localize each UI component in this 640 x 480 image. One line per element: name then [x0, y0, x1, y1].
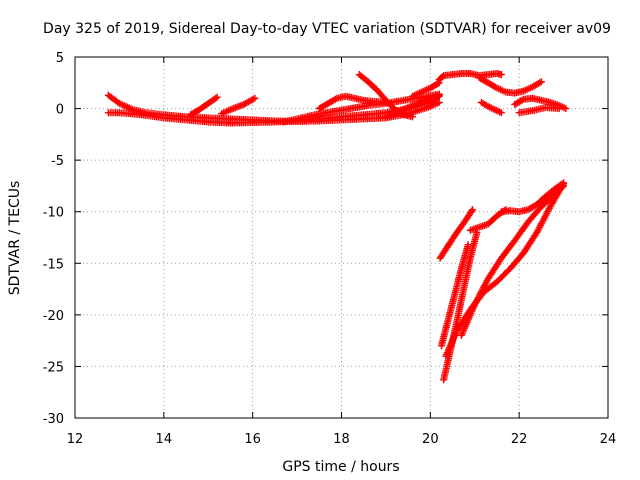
- data-series: [437, 241, 472, 350]
- y-tick-label: -10: [43, 206, 64, 221]
- y-tick-label: -5: [51, 154, 64, 169]
- data-point: [469, 206, 477, 214]
- data-point: [536, 79, 544, 87]
- data-points: [104, 70, 570, 384]
- data-point: [562, 105, 570, 113]
- data-point: [434, 80, 442, 88]
- data-series: [475, 74, 545, 97]
- x-tick-label: 24: [600, 432, 617, 447]
- data-point: [497, 109, 505, 117]
- data-series: [477, 98, 505, 117]
- y-tick-label: 0: [56, 103, 64, 118]
- y-tick-label: 5: [56, 51, 64, 66]
- x-tick-label: 20: [422, 432, 439, 447]
- x-tick-label: 12: [67, 432, 84, 447]
- data-point: [468, 207, 476, 215]
- data-point: [560, 182, 568, 190]
- x-tick-label: 22: [511, 432, 528, 447]
- data-series: [457, 182, 568, 339]
- data-point: [212, 94, 220, 102]
- y-axis-label: SDTVAR / TECUs: [7, 181, 23, 296]
- data-point: [518, 96, 526, 104]
- data-point: [555, 105, 563, 113]
- data-point: [558, 183, 566, 191]
- chart-title: Day 325 of 2019, Sidereal Day-to-day VTE…: [43, 21, 611, 37]
- data-series: [218, 94, 259, 118]
- data-point: [435, 91, 443, 99]
- data-series: [186, 93, 221, 119]
- data-point: [213, 93, 221, 101]
- x-tick-label: 16: [244, 432, 261, 447]
- data-series: [435, 70, 505, 84]
- x-tick-label: 18: [333, 432, 350, 447]
- y-tick-label: -25: [43, 360, 64, 375]
- data-point: [497, 71, 505, 79]
- y-tick-label: -30: [43, 412, 64, 427]
- data-series: [515, 104, 563, 117]
- data-point: [409, 113, 417, 121]
- data-point: [332, 95, 340, 103]
- data-point: [251, 94, 259, 102]
- x-tick-label: 14: [156, 432, 173, 447]
- tick-labels: 12 14 16 18 20 22 24 5 0 -5 -10 -15 -20 -25 -30: [43, 51, 617, 447]
- y-tick-label: -15: [43, 257, 64, 272]
- data-series: [436, 206, 477, 262]
- plot-frame: [74, 56, 609, 419]
- data-series: [382, 91, 443, 121]
- x-axis-label: GPS time / hours: [282, 459, 399, 475]
- data-point: [435, 98, 443, 106]
- data-point: [249, 95, 257, 103]
- data-point: [537, 78, 545, 86]
- y-tick-label: -20: [43, 309, 64, 324]
